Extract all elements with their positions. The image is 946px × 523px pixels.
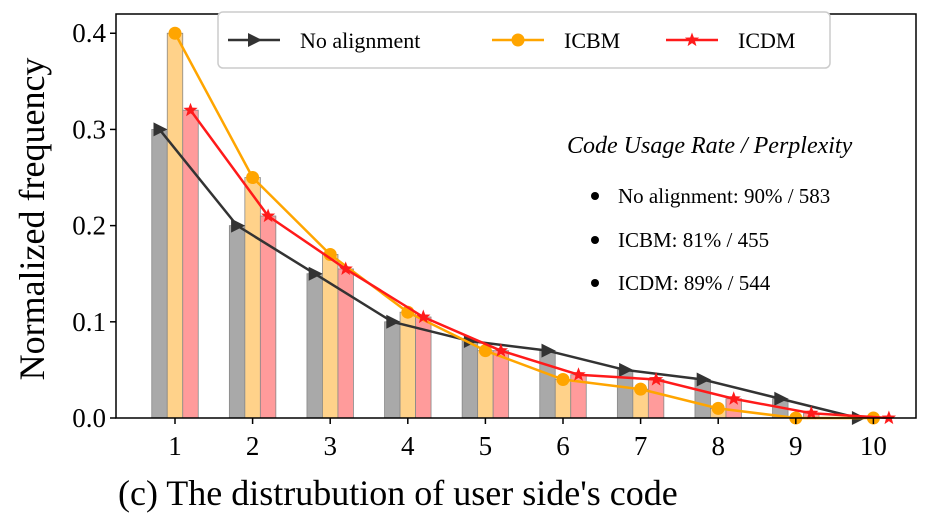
y-tick-label: 0.4 [72,18,106,48]
legend-marker-icon [248,33,262,47]
bar [477,350,494,419]
bars-layer [151,32,820,419]
data-point [416,309,431,324]
data-point [634,382,648,396]
series-line [189,109,889,420]
y-axis-label: Normalized frequency [12,58,52,381]
annotation-title: Code Usage Rate / Perplexity [567,133,853,159]
x-tick-label: 9 [789,431,803,461]
x-tick-label: 3 [323,431,337,461]
lines-layer [153,26,897,425]
annotation-item: ICBM: 81% / 455 [618,228,769,252]
bar [306,273,323,419]
bar [492,350,510,419]
annotation-item: No alignment: 90% / 583 [618,184,830,208]
data-point [386,314,401,329]
axes-layer: 0.0 0.1 0.2 0.3 0.4 1 2 3 4 5 6 7 8 9 10 [72,18,887,461]
series-line [173,32,874,420]
y-tick-label: 0.0 [72,403,106,433]
data-point [308,266,323,281]
legend-label: ICBM [564,28,620,53]
data-point [338,261,353,275]
data-point [478,344,492,358]
data-point [541,343,556,358]
data-point [246,171,260,185]
data-point [711,401,725,415]
data-point [493,343,509,357]
data-point [231,218,246,233]
x-tick-label: 1 [168,431,182,461]
bar [228,225,246,419]
annotation-item: ICDM: 89% / 544 [618,271,771,295]
data-point [260,208,276,223]
figure-caption: (c) The distrubution of user side's code [118,473,678,513]
bar [166,32,184,419]
x-tick-label: 10 [860,431,887,461]
legend-marker-icon [511,33,525,47]
bar [539,350,556,419]
legend: No alignment ICBM ICDM [217,11,831,69]
bar [461,340,479,419]
data-point [619,362,634,377]
x-tick-label: 8 [711,431,725,461]
bar [384,321,401,419]
x-tick-label: 4 [401,431,415,461]
legend-label: ICDM [738,28,795,53]
bar [182,109,199,419]
x-tick-label: 2 [246,431,260,461]
bar [647,379,665,419]
y-tick-label: 0.1 [72,307,106,337]
data-point [168,26,182,40]
bar [151,129,168,419]
bar [415,316,432,419]
annotation: Code Usage Rate / Perplexity No alignmen… [567,133,853,295]
bar [244,177,261,419]
data-point [556,373,570,387]
x-tick-label: 6 [556,431,570,461]
legend-marker-icon [684,32,700,47]
legend-label: No alignment [300,28,420,53]
data-point [804,405,819,420]
y-tick-label: 0.2 [72,211,106,241]
x-tick-label: 7 [634,431,648,461]
data-point [463,334,478,349]
annotation-bullet-icon [591,279,599,287]
data-point [774,391,789,406]
series-line [158,128,859,420]
data-point [323,247,337,261]
y-tick-label: 0.3 [72,114,106,144]
annotation-bullet-icon [591,236,599,244]
data-point [648,372,664,386]
x-tick-label: 5 [479,431,493,461]
annotation-bullet-icon [591,192,599,200]
data-point [153,122,168,137]
data-point [726,391,741,405]
data-point [696,372,711,387]
data-point [183,102,198,117]
data-point [571,367,586,381]
bar [337,268,354,419]
